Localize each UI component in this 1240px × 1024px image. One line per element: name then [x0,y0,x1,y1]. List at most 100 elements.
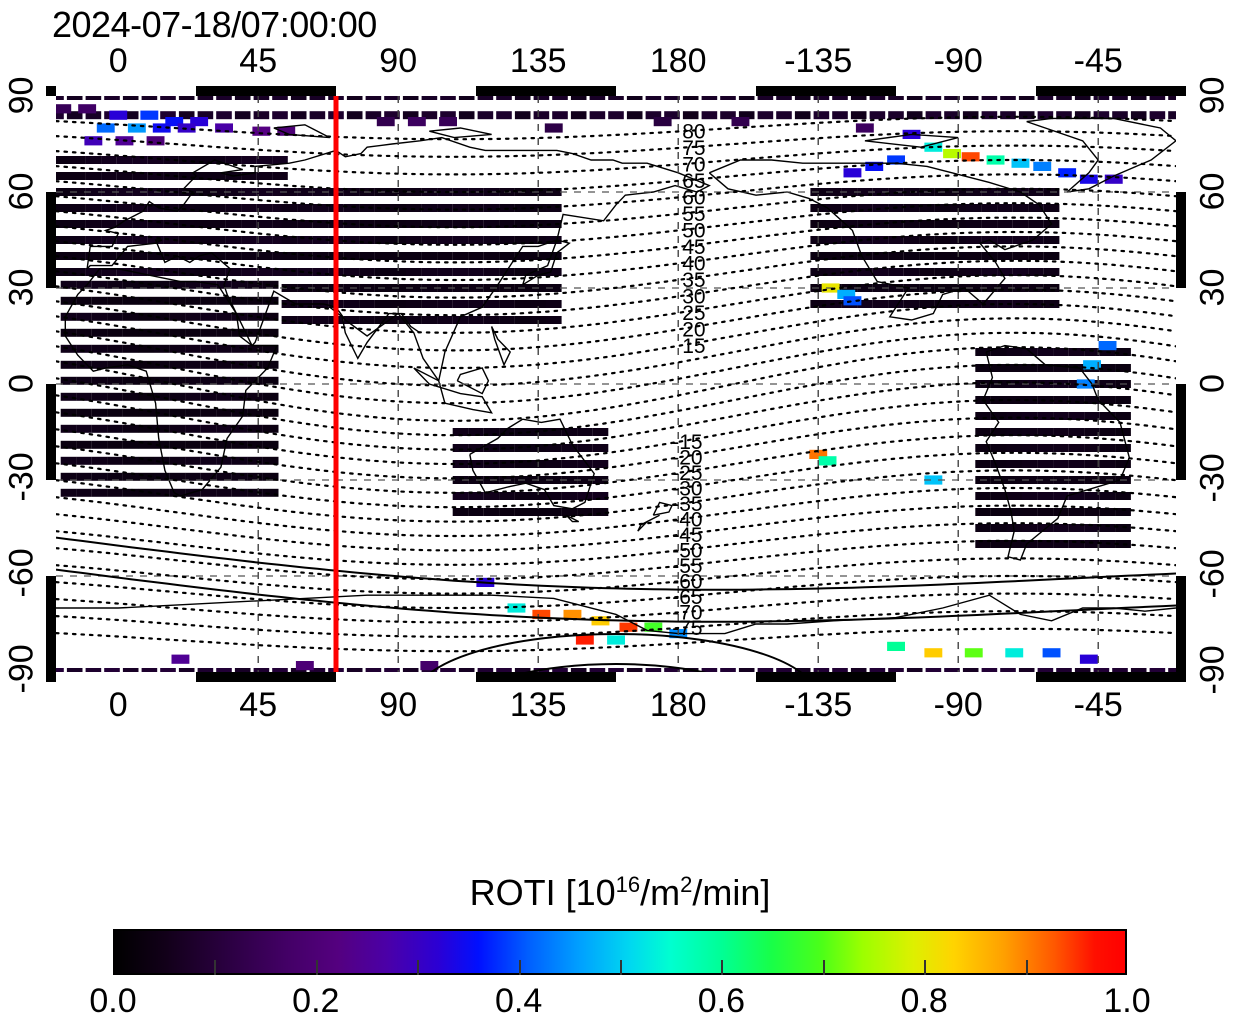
roti-cell-bg [234,668,251,672]
roti-cell-bg [1068,396,1085,404]
roti-world-map[interactable]: 80 75 70 65 60 55 50 45 40 35 30 25 20 15 -15 -20 -25 -30… [56,96,1176,672]
roti-cell [190,117,209,127]
roti-cell-bg [281,316,298,324]
roti-cell-bg [561,444,578,452]
roti-cell-bg [154,328,170,337]
roti-cell-bg [200,408,217,417]
roti-cell-bg [832,668,848,672]
roti-cell-bg [200,296,217,305]
roti-cell-bg [262,424,279,433]
roti-cell-bg [499,300,515,308]
roti-cell-bg [437,188,453,196]
roti-cell-bg [85,204,102,212]
x-tick-top-2: 90 [379,42,418,80]
roti-cell-bg [241,252,257,260]
roti-cell-bg [56,220,70,228]
roti-cell-bg [1112,96,1128,100]
roti-cell-bg [1099,364,1116,372]
roti-cell-bg [60,312,77,321]
roti-cell-bg [776,111,792,120]
roti-cell-bg [216,96,232,100]
maglat-label--20: -20 [672,446,702,469]
roti-cell-bg [975,508,991,516]
y-tick-right-6: -90 [1193,645,1232,695]
roti-cell-bg [826,204,842,212]
roti-cell-bg [458,96,475,100]
roti-cell-bg [1043,204,1060,212]
roti-cell-bg [163,156,179,164]
roti-cell-bg [154,312,170,321]
roti-cell-bg [1099,396,1116,404]
x-tick-top-3: 135 [509,42,567,80]
roti-cell-bg [903,252,920,260]
roti-cell-bg [154,376,170,385]
roti-cell-bg [85,188,102,196]
roti-cell-bg [216,668,232,672]
roti-cell-bg [169,280,186,289]
maglat-label--30: -30 [672,477,702,500]
roti-cell-bg [122,668,139,672]
roti-cell [619,622,638,632]
roti-cell-bg [60,328,77,337]
roti-cell-bg [247,280,263,289]
roti-cell-bg [56,668,64,672]
roti-cell-bg [499,268,515,276]
maglat-label-30: 30 [682,285,705,308]
x-tick-top-4: 180 [649,42,707,80]
roti-cell-bg [122,408,139,417]
roti-cell-bg [990,492,1007,500]
roti-cell-bg [934,204,951,212]
roti-cell-bg [185,296,201,305]
x-tick-bottom-2: 90 [379,686,418,724]
roti-cell-bg [421,268,438,276]
roti-cell-bg [826,188,842,196]
roti-cell-bg [483,300,500,308]
roti-cell-bg [374,204,391,212]
roti-cell-bg [919,252,935,260]
roti-cell-bg [1028,268,1044,276]
roti-cell-bg [934,220,951,228]
roti-cell-bg [496,668,512,672]
roti-cell-bg [919,268,935,276]
colorbar-title-tail: /m [640,872,681,913]
roti-cell-bg [1074,96,1091,100]
roti-cell-bg [1037,508,1054,516]
roti-cell-bg [934,300,951,308]
roti-cell-bg [1130,668,1147,672]
roti-cell [1104,174,1123,184]
maglat-contour--45 [56,504,1176,552]
roti-cell-bg [169,408,186,417]
roti-cell-bg [154,392,170,401]
roti-cell-bg [533,96,550,100]
roti-cell-bg [60,472,77,481]
roti-cell-bg [1112,111,1128,120]
y-tick-right-2: 30 [1193,268,1232,307]
roti-cell-bg [225,252,242,260]
roti-cell-bg [101,172,117,180]
roti-cell-bg [343,236,360,244]
roti-cell-bg [452,476,469,484]
maglat-contour-80 [56,115,1176,141]
roti-cell-bg [85,220,102,228]
x-tick-top-1: 45 [239,42,278,80]
roti-cell-bg [272,172,288,180]
maglat-contour--30 [56,451,1176,509]
roti-cell-bg [483,220,500,228]
roti-cell-bg [1068,460,1085,468]
roti-cell-bg [552,96,568,100]
roti-cell-bg [60,488,77,497]
roti-cell-bg [1068,348,1085,356]
roti-cell [924,475,943,485]
roti-cell-bg [962,96,979,100]
roti-cell-bg [343,316,360,324]
roti-cell-bg [107,472,123,481]
roti-cell-bg [872,188,889,196]
roti-cell-bg [169,344,186,353]
roti-cell-bg [1012,284,1029,292]
roti-cell-bg [981,188,998,196]
roti-cell-bg [546,236,562,244]
roti-cell [1083,360,1101,370]
roti-cell-bg [116,156,133,164]
roti-cell-bg [950,268,966,276]
roti-cell-bg [1115,460,1131,468]
